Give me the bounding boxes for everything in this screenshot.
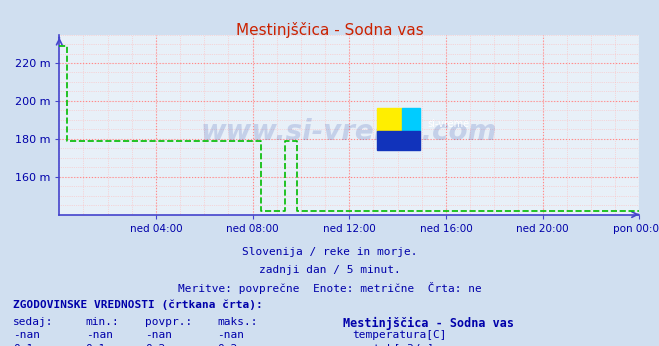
Text: temperatura[C]: temperatura[C] — [353, 330, 447, 340]
Text: www.si-vreme.com: www.si-vreme.com — [201, 118, 498, 146]
Text: zadnji dan / 5 minut.: zadnji dan / 5 minut. — [258, 265, 401, 275]
Text: pretok[m3/s]: pretok[m3/s] — [353, 344, 434, 346]
Text: si-vreme: si-vreme — [428, 119, 470, 129]
Text: -nan: -nan — [13, 330, 40, 340]
Text: 0,2: 0,2 — [217, 344, 238, 346]
Bar — [401, 108, 420, 131]
Text: Meritve: povprečne  Enote: metrične  Črta: ne: Meritve: povprečne Enote: metrične Črta:… — [178, 282, 481, 294]
Text: ZGODOVINSKE VREDNOSTI (črtkana črta):: ZGODOVINSKE VREDNOSTI (črtkana črta): — [13, 299, 263, 310]
Text: povpr.:: povpr.: — [145, 317, 192, 327]
Bar — [378, 108, 401, 131]
Text: -nan: -nan — [86, 330, 113, 340]
Text: 0,1: 0,1 — [86, 344, 106, 346]
Text: 0,2: 0,2 — [145, 344, 165, 346]
Text: Slovenija / reke in morje.: Slovenija / reke in morje. — [242, 247, 417, 257]
Text: 0,1: 0,1 — [13, 344, 34, 346]
Text: sedaj:: sedaj: — [13, 317, 53, 327]
Text: -nan: -nan — [217, 330, 244, 340]
Text: maks.:: maks.: — [217, 317, 258, 327]
Bar — [378, 131, 420, 150]
Text: Mestinjščica - Sodna vas: Mestinjščica - Sodna vas — [343, 317, 513, 330]
Text: min.:: min.: — [86, 317, 119, 327]
Text: Mestinjščica - Sodna vas: Mestinjščica - Sodna vas — [236, 22, 423, 38]
Text: -nan: -nan — [145, 330, 172, 340]
